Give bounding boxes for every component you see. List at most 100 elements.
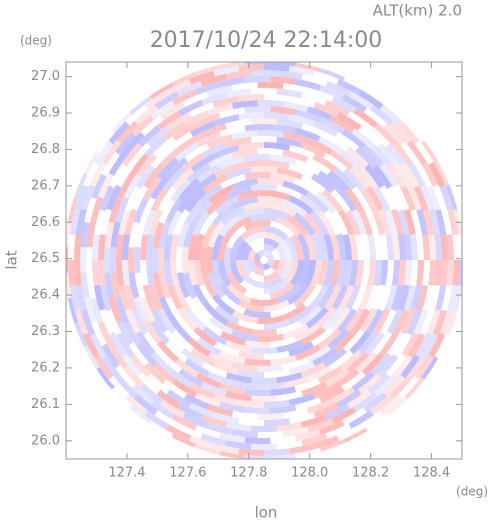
radar-cell: [294, 127, 321, 142]
radar-cell: [201, 222, 218, 248]
radar-cell: [158, 296, 176, 322]
radar-cell: [140, 297, 156, 324]
radar-cell: [276, 216, 302, 237]
radar-cell: [364, 331, 385, 356]
radar-cell: [238, 350, 264, 360]
radar-cell: [386, 396, 408, 417]
radar-cell: [359, 308, 378, 333]
radar-cell: [195, 81, 221, 95]
radar-cell: [379, 104, 403, 126]
radar-cell: [163, 167, 185, 191]
radar-cell: [190, 383, 216, 400]
radar-cell: [188, 234, 199, 260]
radar-cell: [296, 260, 310, 287]
radar-cell: [359, 90, 384, 110]
radar-cell: [196, 337, 222, 356]
radar-cell: [355, 146, 378, 169]
radar-cell: [319, 386, 345, 403]
radar-cell: [193, 326, 217, 347]
radar-cell: [275, 260, 287, 276]
radar-cell: [335, 233, 347, 260]
radar-cell: [225, 390, 252, 402]
radar-cell: [364, 164, 385, 189]
radar-cell: [324, 368, 350, 388]
radar-cell: [244, 406, 271, 415]
radar-cell: [89, 333, 107, 359]
radar-cell: [94, 355, 114, 380]
radar-cell: [75, 208, 87, 235]
radar-cell: [404, 377, 425, 400]
radar-cell: [134, 394, 158, 416]
radar-cell: [351, 208, 367, 236]
radar-cell: [282, 323, 309, 340]
radar-cell: [257, 99, 284, 108]
radar-cell: [80, 272, 90, 299]
radar-cell: [206, 246, 214, 274]
radar-cell: [146, 233, 155, 260]
radar-cell: [270, 386, 297, 396]
radar-cell: [123, 365, 145, 389]
radar-cell: [331, 96, 357, 114]
radar-cell: [226, 320, 252, 335]
radar-cell: [348, 410, 374, 429]
radar-cell: [194, 443, 221, 455]
radar-cell: [275, 244, 287, 260]
radar-cell: [400, 185, 416, 212]
radar-cell: [176, 81, 203, 97]
radar-cell: [383, 374, 405, 397]
radar-cell: [276, 88, 303, 99]
radar-cell: [207, 103, 234, 116]
radar-cell: [134, 104, 158, 126]
radar-cell: [435, 284, 447, 311]
radar-cell: [97, 260, 106, 286]
radar-cell: [253, 252, 262, 260]
radar-cell: [207, 221, 226, 248]
radar-cell: [379, 163, 399, 188]
radar-cell: [281, 199, 307, 217]
radar-cell: [124, 208, 138, 235]
radar-cell: [264, 319, 291, 331]
radar-cell: [100, 285, 112, 312]
radar-cell: [97, 172, 114, 199]
radar-cell: [318, 136, 343, 155]
radar-cell: [282, 376, 310, 389]
radar-cell: [150, 351, 173, 374]
radar-cell: [165, 157, 189, 180]
radar-cell: [400, 354, 420, 379]
radar-cell: [167, 210, 183, 236]
y-tick-label: 26.9: [31, 105, 60, 120]
radar-cell: [97, 321, 114, 348]
radar-cell: [403, 234, 413, 260]
radar-cell: [305, 306, 329, 329]
radar-cell: [194, 392, 221, 408]
radar-cell: [392, 354, 413, 379]
radar-cell: [413, 308, 429, 335]
radar-cell: [201, 92, 228, 106]
radar-cell: [137, 125, 161, 148]
radar-cell: [90, 196, 104, 223]
radar-cell: [67, 197, 78, 223]
radar-cell: [212, 204, 235, 226]
radar-cell: [348, 91, 374, 110]
radar-cell: [200, 74, 227, 87]
radar-cell: [384, 209, 398, 236]
radar-cell: [383, 123, 405, 146]
radar-cell: [121, 353, 143, 377]
radar-cell: [75, 285, 87, 312]
radar-cell: [97, 234, 106, 260]
radar-cell: [218, 233, 232, 260]
radar-cell: [212, 412, 239, 424]
radar-cell: [374, 123, 397, 146]
radar-cell: [223, 246, 233, 274]
radar-cell: [101, 140, 122, 165]
radar-cell: [156, 389, 181, 409]
radar-cell: [252, 267, 264, 276]
radar-cell: [390, 208, 404, 235]
radar-cell: [184, 200, 204, 225]
radar-cell: [166, 389, 192, 408]
radar-cell: [338, 284, 355, 311]
x-tick-label: 127.4: [108, 466, 145, 481]
radar-cell: [226, 185, 252, 200]
radar-cell: [300, 362, 326, 378]
radar-cell: [346, 146, 369, 169]
